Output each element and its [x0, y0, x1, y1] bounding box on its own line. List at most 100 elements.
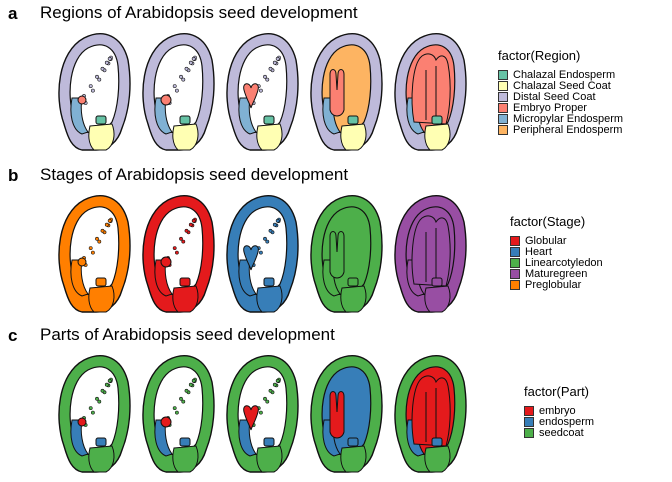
legend-item: seedcoat	[524, 427, 594, 438]
legend-item: Embryo Proper	[498, 102, 623, 113]
chalazal-endosperm	[96, 438, 106, 446]
chalazal-endosperm	[432, 116, 442, 124]
nucellus-cell	[266, 78, 269, 81]
nucellus-cell	[273, 383, 276, 386]
nucellus-cell	[185, 229, 188, 232]
nucellus-cell	[263, 397, 266, 400]
panel-letter: b	[8, 166, 18, 186]
legend-item: Chalazal Seed Coat	[498, 80, 623, 91]
nucellus-cell	[175, 89, 178, 92]
embryo-proper	[161, 417, 171, 427]
seed-3	[227, 34, 298, 150]
seed-1	[59, 356, 130, 472]
panel-letter: a	[8, 4, 17, 24]
nucellus-cell	[105, 383, 108, 386]
legend: factor(Stage) Globular Heart Linearcotyled…	[510, 214, 603, 290]
nucellus-cell	[173, 407, 176, 410]
nucellus-cell	[182, 78, 185, 81]
legend: factor(Part) embryo endosperm seedcoat	[524, 384, 594, 438]
legend-swatch	[524, 417, 534, 427]
nucellus-cell	[98, 240, 101, 243]
legend-item: Micropylar Endosperm	[498, 113, 623, 124]
chalazal-seed-coat	[341, 286, 366, 312]
seed-diagrams	[52, 192, 472, 320]
legend-label: Preglobular	[525, 279, 581, 291]
seed-5	[395, 356, 466, 472]
legend-item: Linearcotyledon	[510, 257, 603, 268]
legend-swatch	[510, 269, 520, 279]
chalazal-endosperm	[264, 278, 274, 286]
nucellus-cell	[105, 223, 108, 226]
chalazal-seed-coat	[425, 124, 450, 150]
nucellus-cell	[266, 240, 269, 243]
seed-3	[227, 356, 298, 472]
legend-item: Distal Seed Coat	[498, 91, 623, 102]
panel-parts: c Parts of Arabidopsis seed development …	[0, 322, 672, 482]
nucellus-cell	[189, 383, 192, 386]
legend-swatch	[510, 280, 520, 290]
nucellus-cell	[95, 75, 98, 78]
legend-item: Globular	[510, 235, 603, 246]
nucellus-cell	[276, 57, 279, 60]
chalazal-endosperm	[180, 278, 190, 286]
nucellus-cell	[91, 411, 94, 414]
nucellus-cell	[108, 57, 111, 60]
nucellus-cell	[101, 389, 104, 392]
chalazal-seed-coat	[257, 286, 282, 312]
nucellus-cell	[259, 89, 262, 92]
legend-items: Chalazal Endosperm Chalazal Seed Coat Dist…	[498, 69, 623, 135]
legend-swatch	[498, 125, 508, 135]
nucellus-cell	[91, 251, 94, 254]
chalazal-seed-coat	[425, 446, 450, 472]
embryo-proper	[78, 258, 86, 266]
nucellus-cell	[95, 237, 98, 240]
nucellus-cell	[189, 61, 192, 64]
legend-title: factor(Stage)	[510, 214, 603, 229]
chalazal-endosperm	[180, 438, 190, 446]
nucellus-cell	[259, 251, 262, 254]
seed-1	[59, 196, 130, 312]
panel-title: Stages of Arabidopsis seed development	[40, 165, 348, 185]
legend-swatch	[498, 81, 508, 91]
seed-4	[311, 34, 382, 150]
nucellus-cell	[273, 61, 276, 64]
nucellus-cell	[108, 219, 111, 222]
nucellus-cell	[263, 237, 266, 240]
legend-swatch	[510, 236, 520, 246]
legend-swatch	[498, 70, 508, 80]
nucellus-cell	[89, 85, 92, 88]
nucellus-cell	[273, 223, 276, 226]
chalazal-endosperm	[96, 116, 106, 124]
nucellus-cell	[259, 411, 262, 414]
chalazal-endosperm	[264, 438, 274, 446]
nucellus-cell	[263, 75, 266, 78]
nucellus-cell	[192, 379, 195, 382]
nucellus-cell	[189, 223, 192, 226]
chalazal-seed-coat	[173, 286, 198, 312]
legend-item: Heart	[510, 246, 603, 257]
nucellus-cell	[185, 67, 188, 70]
seed-2	[143, 34, 214, 150]
chalazal-endosperm	[348, 116, 358, 124]
nucellus-cell	[192, 219, 195, 222]
chalazal-endosperm	[432, 278, 442, 286]
nucellus-cell	[98, 78, 101, 81]
panel-letter: c	[8, 326, 17, 346]
nucellus-cell	[98, 400, 101, 403]
legend-item: endosperm	[524, 416, 594, 427]
embryo-proper	[161, 257, 171, 267]
chalazal-seed-coat	[341, 446, 366, 472]
embryo-proper	[161, 95, 171, 105]
nucellus-cell	[269, 67, 272, 70]
embryo-proper	[412, 54, 450, 124]
nucellus-cell	[173, 85, 176, 88]
nucellus-cell	[179, 237, 182, 240]
legend-swatch	[498, 114, 508, 124]
legend-swatch	[524, 428, 534, 438]
chalazal-endosperm	[96, 278, 106, 286]
chalazal-endosperm	[348, 438, 358, 446]
chalazal-endosperm	[180, 116, 190, 124]
legend-items: embryo endosperm seedcoat	[524, 405, 594, 438]
nucellus-cell	[108, 379, 111, 382]
chalazal-seed-coat	[341, 124, 366, 150]
